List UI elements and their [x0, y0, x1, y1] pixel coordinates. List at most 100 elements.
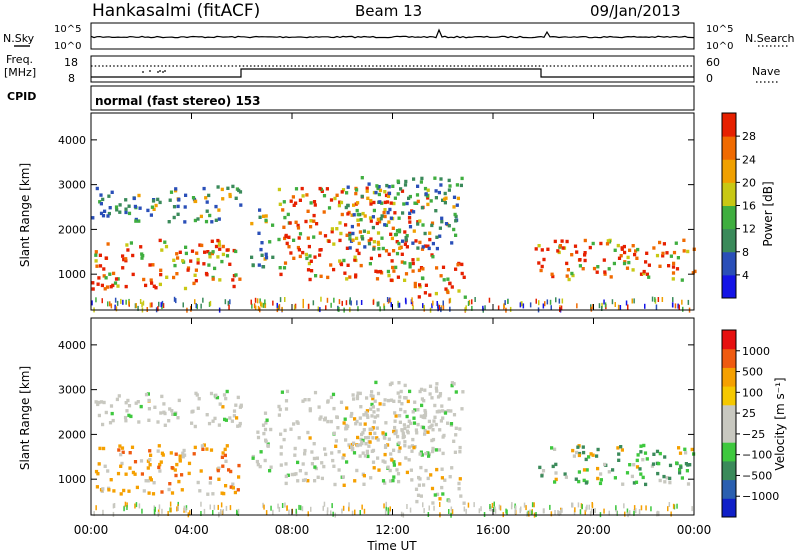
- heatmap-cell: [348, 233, 352, 237]
- heatmap-cell: [370, 402, 374, 407]
- heatmap-cell: [458, 427, 462, 431]
- heatmap-cell: [403, 183, 408, 187]
- heatmap-cell: [117, 394, 121, 398]
- heatmap-cell: [360, 194, 364, 199]
- heatmap-cell: [642, 269, 646, 274]
- heatmap-cell: [570, 253, 574, 257]
- freq-unit-label: [MHz]: [4, 66, 36, 79]
- heatmap-cell: [208, 213, 212, 218]
- heatmap-cell: [626, 508, 629, 514]
- heatmap-cell: [286, 212, 290, 217]
- freq-outliers: [142, 70, 166, 73]
- heatmap-cell: [346, 185, 350, 189]
- heatmap-cell: [264, 303, 267, 309]
- heatmap-cell: [427, 246, 431, 251]
- heatmap-cell: [225, 254, 230, 258]
- heatmap-cell: [643, 451, 648, 455]
- heatmap-cell: [633, 505, 636, 511]
- heatmap-cell: [467, 502, 470, 508]
- heatmap-cell: [177, 506, 179, 511]
- heatmap-cell: [394, 414, 398, 418]
- heatmap-cell: [388, 382, 392, 387]
- heatmap-cell: [595, 270, 599, 274]
- heatmap-cell: [315, 456, 319, 460]
- heatmap-cell: [363, 214, 367, 218]
- heatmap-cell: [118, 203, 122, 207]
- heatmap-cell: [149, 302, 152, 308]
- heatmap-cell: [211, 419, 215, 423]
- heatmap-cell: [383, 305, 386, 311]
- heatmap-cell: [208, 481, 212, 485]
- heatmap-cell: [363, 508, 366, 514]
- freq-dot: [159, 70, 161, 72]
- heatmap-cell: [193, 424, 197, 429]
- heatmap-cell: [647, 263, 651, 267]
- heatmap-cell: [453, 212, 457, 217]
- heatmap-cell: [158, 462, 162, 467]
- heatmap-cell: [335, 415, 339, 420]
- heatmap-cell: [334, 439, 338, 443]
- heatmap-cell: [399, 407, 403, 412]
- heatmap-cell: [671, 265, 676, 269]
- heatmap-cell: [400, 402, 404, 406]
- heatmap-cell: [270, 505, 272, 511]
- colorbar-tick-label: −500: [742, 469, 772, 482]
- heatmap-cell: [133, 204, 137, 209]
- heatmap-cell: [265, 510, 268, 516]
- heatmap-cell: [297, 236, 301, 240]
- heatmap-cell: [387, 437, 391, 441]
- heatmap-cell: [411, 269, 415, 273]
- heatmap-cell: [125, 243, 129, 247]
- heatmap-cell: [308, 277, 312, 282]
- heatmap-cell: [366, 230, 370, 234]
- heatmap-cell: [298, 504, 300, 510]
- heatmap-cell: [601, 306, 603, 311]
- heatmap-cell: [359, 437, 363, 442]
- heatmap-cell: [392, 249, 396, 253]
- heatmap-cell: [329, 395, 333, 400]
- colorbar-tick-label: −1000: [742, 490, 779, 503]
- heatmap-cell: [661, 297, 664, 302]
- heatmap-cell: [186, 266, 191, 270]
- heatmap-cell: [551, 464, 555, 469]
- heatmap-cell: [382, 210, 386, 215]
- heatmap-cell: [324, 452, 328, 457]
- heatmap-cell: [156, 449, 160, 453]
- heatmap-cell: [115, 208, 119, 212]
- heatmap-cell: [613, 248, 617, 252]
- heatmap-cell: [404, 238, 408, 242]
- heatmap-cell: [411, 410, 415, 414]
- x-tick-label: 00:00: [74, 523, 109, 537]
- heatmap-cell: [126, 398, 130, 403]
- heatmap-cell: [103, 464, 107, 468]
- heatmap-cell: [355, 208, 359, 213]
- heatmap-cell: [433, 493, 437, 497]
- heatmap-cell: [356, 443, 360, 448]
- heatmap-cell: [456, 196, 460, 201]
- heatmap-cell: [172, 215, 176, 220]
- heatmap-cell: [450, 466, 454, 470]
- heatmap-cell: [553, 480, 557, 484]
- heatmap-cell: [433, 415, 437, 419]
- heatmap-cell: [381, 459, 385, 463]
- heatmap-cell: [628, 463, 632, 467]
- heatmap-cell: [148, 463, 152, 467]
- heatmap-cell: [418, 240, 422, 245]
- heatmap-cell: [349, 299, 351, 305]
- heatmap-cell: [428, 505, 430, 511]
- heatmap-cell: [454, 214, 458, 219]
- heatmap-cell: [448, 475, 452, 479]
- heatmap-cell: [403, 383, 407, 388]
- heatmap-cell: [95, 505, 97, 511]
- heatmap-cell: [264, 218, 268, 223]
- heatmap-cell: [344, 223, 348, 227]
- heatmap-cell: [250, 255, 254, 259]
- heatmap-cell: [153, 405, 157, 409]
- heatmap-cell: [414, 428, 418, 432]
- heatmap-cell: [269, 427, 273, 432]
- heatmap-cell: [338, 238, 342, 243]
- heatmap-cell: [158, 301, 160, 307]
- heatmap-cell: [258, 464, 262, 469]
- heatmap-cell: [383, 452, 387, 457]
